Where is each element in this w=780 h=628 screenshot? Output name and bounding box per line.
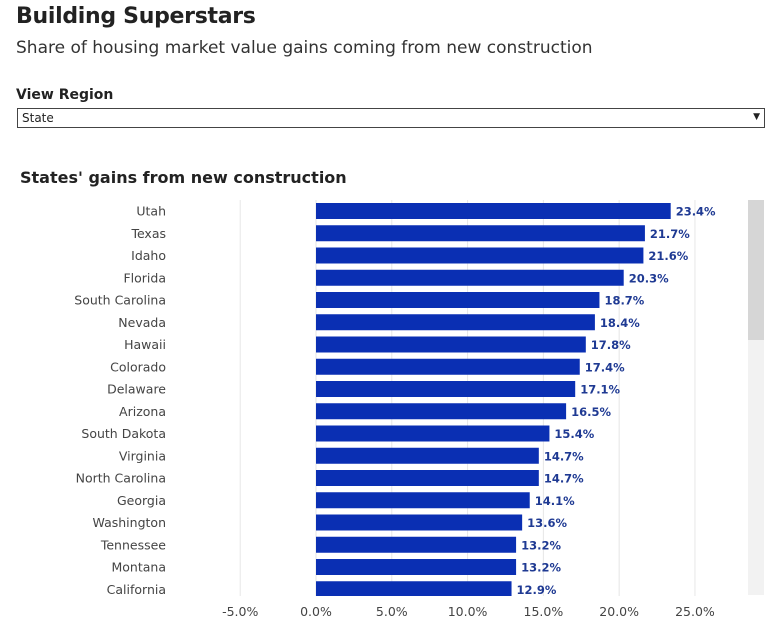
category-label: Arizona — [119, 404, 166, 419]
category-label: California — [107, 582, 166, 597]
page-subtitle: Share of housing market value gains comi… — [16, 38, 593, 58]
x-tick-label: 20.0% — [599, 604, 639, 619]
bar — [316, 292, 600, 308]
bar — [316, 225, 645, 242]
x-tick-label: 15.0% — [524, 604, 564, 619]
category-label: Virginia — [119, 448, 166, 463]
category-label: Utah — [136, 204, 166, 219]
data-label: 16.5% — [571, 405, 611, 419]
chevron-down-icon[interactable]: ▼ — [753, 112, 760, 122]
category-label: South Carolina — [74, 293, 166, 308]
bar — [316, 559, 517, 575]
bar — [316, 336, 586, 353]
category-label: Nevada — [118, 315, 166, 330]
page-title: Building Superstars — [16, 4, 256, 29]
data-label: 13.2% — [521, 538, 561, 552]
data-label: 17.8% — [591, 338, 631, 352]
bar — [316, 381, 576, 397]
data-label: 21.7% — [650, 227, 690, 241]
bar — [316, 425, 550, 442]
bar — [316, 581, 512, 596]
bar — [316, 447, 539, 464]
bar — [316, 358, 580, 375]
category-label: Delaware — [107, 382, 166, 397]
category-label: Georgia — [117, 493, 166, 508]
x-tick-label: 0.0% — [300, 604, 332, 619]
data-label: 13.6% — [527, 516, 567, 530]
data-label: 18.4% — [600, 316, 640, 330]
bar — [316, 247, 644, 264]
bar — [316, 269, 624, 286]
data-label: 18.7% — [604, 294, 644, 308]
bar — [316, 203, 671, 219]
x-tick-label: -5.0% — [222, 604, 258, 619]
chart-title: States' gains from new construction — [20, 168, 347, 187]
category-label: Tennessee — [100, 537, 166, 552]
x-tick-label: 25.0% — [675, 604, 715, 619]
bar — [316, 536, 517, 553]
data-label: 20.3% — [629, 271, 669, 285]
data-label: 14.1% — [535, 494, 575, 508]
category-label: North Carolina — [76, 471, 166, 486]
bar — [316, 492, 530, 509]
scrollbar-thumb[interactable] — [748, 200, 764, 340]
data-label: 14.7% — [544, 472, 584, 486]
category-label: Montana — [112, 560, 167, 575]
category-label: Washington — [93, 515, 166, 530]
view-region-dropdown[interactable]: State ▼ — [17, 108, 765, 128]
category-label: Idaho — [131, 248, 166, 263]
bar — [316, 514, 523, 531]
data-label: 17.4% — [585, 360, 625, 374]
category-label: Florida — [123, 270, 166, 285]
category-label: Hawaii — [124, 337, 166, 352]
category-label: Colorado — [110, 359, 166, 374]
data-label: 17.1% — [580, 383, 620, 397]
data-label: 21.6% — [648, 249, 688, 263]
x-tick-label: 5.0% — [376, 604, 408, 619]
category-label: South Dakota — [81, 426, 166, 441]
bar — [316, 403, 567, 420]
data-label: 14.7% — [544, 449, 584, 463]
bar — [316, 470, 539, 486]
bar — [316, 314, 595, 331]
bars-group: Utah 23.4% Texas 21.7% Idaho 21.6% Florida 20.3… — [74, 203, 716, 597]
view-region-label: View Region — [16, 87, 114, 103]
data-label: 23.4% — [676, 205, 716, 219]
category-label: Texas — [130, 226, 166, 241]
data-label: 15.4% — [554, 427, 594, 441]
data-label: 13.2% — [521, 561, 561, 575]
data-label: 12.9% — [517, 583, 557, 597]
x-tick-label: 10.0% — [448, 604, 488, 619]
chart-scrollbar[interactable] — [748, 200, 764, 595]
view-region-selected-value: State — [22, 111, 54, 125]
